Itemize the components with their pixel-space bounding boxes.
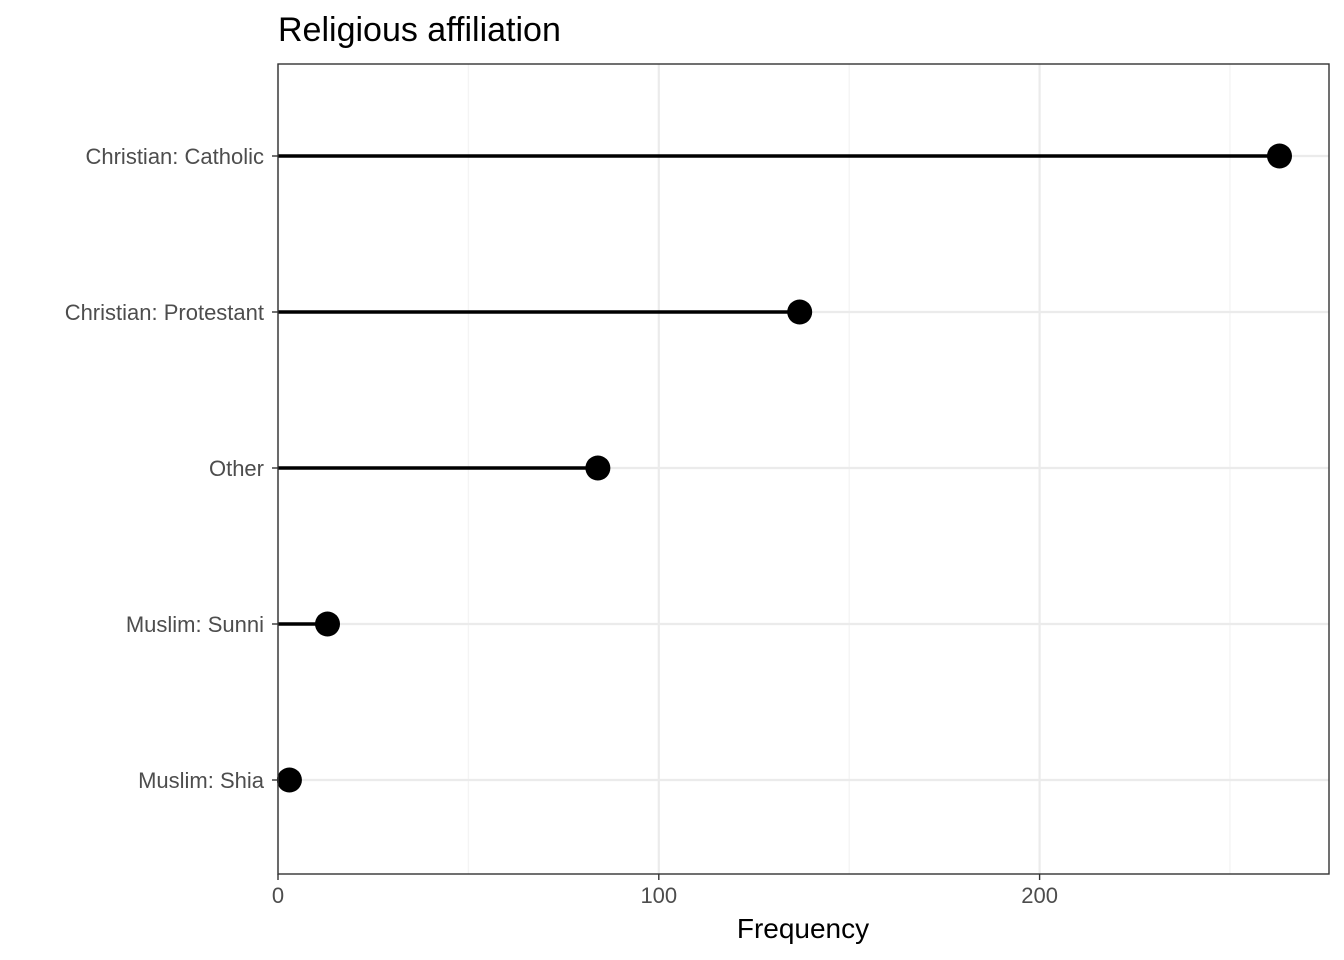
chart-title: Religious affiliation <box>278 11 561 49</box>
x-tick-label: 100 <box>640 883 677 908</box>
x-tick-label: 0 <box>272 883 284 908</box>
y-tick-label: Other <box>209 456 264 481</box>
y-tick-label: Muslim: Sunni <box>126 612 264 637</box>
y-tick-label: Christian: Catholic <box>85 144 264 169</box>
y-tick-label: Christian: Protestant <box>65 300 264 325</box>
x-axis: 0 100 200 <box>272 874 1058 908</box>
y-tick-label: Muslim: Shia <box>138 768 265 793</box>
x-axis-title: Frequency <box>737 913 869 944</box>
y-axis: Christian: Catholic Christian: Protestant… <box>65 144 278 793</box>
lollipop-point <box>1266 143 1292 169</box>
data-marks <box>276 143 1292 793</box>
lollipop-point <box>787 299 813 325</box>
lollipop-point <box>276 767 302 793</box>
lollipop-point <box>585 455 611 481</box>
lollipop-point <box>315 611 341 637</box>
x-tick-label: 200 <box>1021 883 1058 908</box>
panel-border <box>277 63 1330 875</box>
